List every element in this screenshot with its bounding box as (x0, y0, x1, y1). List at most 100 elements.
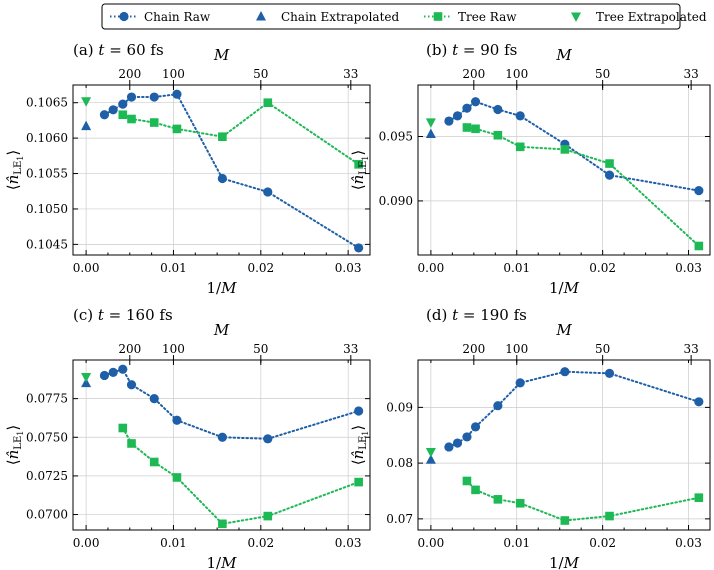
data-point (127, 114, 136, 124)
x-tick-label: 0.01 (503, 536, 530, 550)
data-point (108, 367, 118, 377)
data-point (217, 173, 227, 184)
series-chain-extrapolated (81, 120, 92, 131)
x-tick-label: 0.03 (675, 261, 702, 275)
x-tick-label: 0.02 (589, 536, 616, 550)
data-point (118, 99, 128, 109)
series-tree-raw (462, 123, 704, 251)
series-chain-raw (444, 367, 704, 452)
data-point (263, 98, 273, 108)
data-point (515, 111, 525, 121)
x-axis-label: 1/M (549, 279, 580, 297)
data-point (493, 130, 503, 140)
data-point (354, 243, 364, 253)
top-tick-label: 100 (162, 67, 185, 81)
y-tick-label: 0.095 (379, 130, 413, 144)
legend-frame (101, 3, 681, 30)
top-tick-label: 50 (253, 67, 268, 81)
data-point (444, 116, 454, 126)
data-point (604, 170, 615, 180)
x-tick-label: 0.01 (503, 261, 530, 275)
data-point (118, 110, 128, 120)
top-tick-label: 33 (343, 67, 358, 81)
y-tick-label: 0.0775 (26, 392, 68, 406)
data-point (560, 367, 570, 377)
series-line (121, 101, 360, 166)
x-tick-label: 0.02 (589, 261, 616, 275)
y-tick-label: 0.1055 (26, 167, 68, 181)
axes-frame (417, 84, 711, 256)
x-tick-label: 0.00 (73, 536, 100, 550)
series-line (447, 100, 700, 192)
data-point (118, 364, 128, 374)
x-tick-label: 0.03 (335, 261, 362, 275)
legend-label-chain-extrapolated: Chain Extrapolated (281, 10, 400, 24)
y-tick-label: 0.1045 (26, 237, 68, 251)
x-tick-label: 0.01 (160, 536, 187, 550)
x-tick-label: 0.01 (160, 261, 187, 275)
axes-frame (72, 84, 371, 256)
top-tick-label: 33 (343, 342, 358, 356)
extrapolated-point (81, 373, 92, 383)
data-point (605, 511, 614, 521)
series-tree-raw (118, 423, 363, 529)
data-point (99, 110, 110, 120)
extrapolated-point (425, 118, 436, 128)
series-tree-raw (462, 476, 704, 525)
legend-label-chain-raw: Chain Raw (144, 10, 211, 24)
data-point (470, 97, 481, 107)
x-tick-label: 0.02 (247, 536, 274, 550)
data-point (694, 397, 704, 407)
data-point (172, 473, 182, 482)
x-tick-label: 0.00 (73, 261, 100, 275)
data-point (354, 406, 364, 416)
data-point (515, 142, 525, 152)
extrapolated-point (425, 447, 436, 458)
series-tree-extrapolated (425, 118, 436, 128)
legend: Chain Raw Chain Extrapolated Tree Raw Tree … (101, 3, 707, 30)
data-point (515, 378, 525, 388)
y-tick-label: 0.0750 (26, 430, 68, 444)
data-point (172, 89, 182, 99)
legend-label-tree-raw: Tree Raw (458, 10, 517, 24)
data-point (452, 111, 463, 121)
panel-title: (a) t = 60 fs (73, 41, 164, 59)
panel-title: (b) t = 90 fs (426, 41, 517, 59)
data-point (560, 145, 570, 154)
axes-frame (417, 359, 711, 531)
top-tick-label: 50 (595, 342, 610, 356)
data-point (462, 123, 472, 132)
data-point (108, 105, 118, 115)
series-tree-extrapolated (81, 373, 92, 383)
data-point (263, 187, 273, 197)
y-tick-label: 0.08 (386, 456, 413, 470)
series-line (103, 93, 360, 249)
data-point (263, 434, 273, 444)
y-axis-label: ⟨n̂LE1⟩ (4, 425, 25, 465)
y-tick-label: 0.07 (386, 512, 413, 526)
series-chain-extrapolated (425, 128, 436, 138)
y-axis-label: ⟨n̂LE1⟩ (349, 150, 370, 190)
legend-label-tree-extrapolated: Tree Extrapolated (596, 10, 707, 24)
panel-a: 0.00 0.01 0.02 0.03 0.1045 0.1050 0.1055 0.1060… (4, 41, 371, 297)
y-tick-label: 0.0725 (26, 469, 68, 483)
extrapolated-point (81, 120, 92, 131)
data-point (263, 511, 273, 521)
series-line (465, 126, 700, 247)
data-point (354, 160, 363, 169)
data-point (118, 423, 128, 433)
data-point (515, 498, 525, 508)
x-tick-label: 0.03 (675, 536, 702, 550)
axes-frame (72, 359, 371, 531)
data-point (694, 186, 704, 196)
x-axis-label: 1/M (207, 279, 238, 297)
data-point (126, 92, 137, 102)
panel-b: 0.00 0.01 0.02 0.03 0.090 0.095 200 100 50 33 M 1/M… (349, 41, 711, 297)
extrapolated-point (81, 97, 92, 107)
top-tick-label: 100 (162, 342, 185, 356)
top-tick-label: 200 (118, 342, 141, 356)
legend-marker-tree-raw (433, 12, 443, 21)
y-tick-label: 0.1050 (26, 202, 68, 216)
data-point (462, 103, 472, 113)
